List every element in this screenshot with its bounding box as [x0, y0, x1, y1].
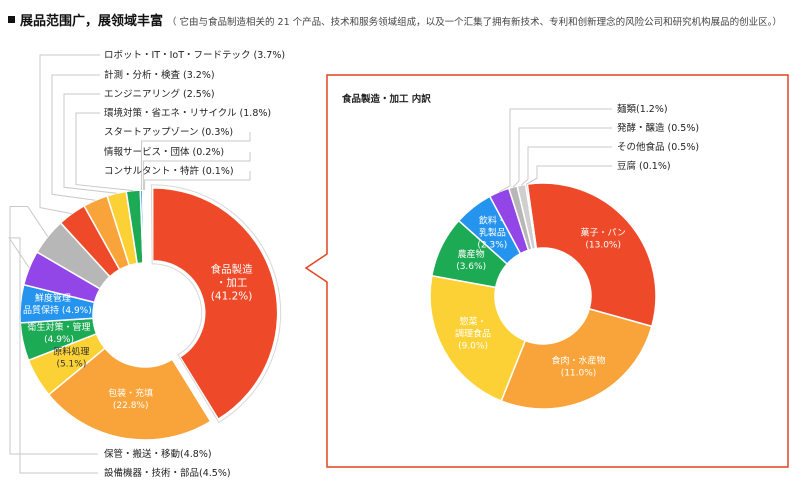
callout-line: [520, 146, 612, 186]
callout-line: [526, 165, 612, 185]
breakdown-donut-chart: 菓子・パン(13.0%) 食肉・水産物(11.0%) 惣菜・調理食品(9.0%) 農産…: [429, 182, 657, 410]
callout-label: コンサルタント・特許 (0.1%): [104, 165, 234, 177]
slice-label: 菓子・パン(13.0%): [580, 226, 625, 250]
breakdown-title: 食品製造・加工 内訳: [341, 93, 431, 105]
callout-line: [75, 112, 134, 192]
callout-label: ロボット・IT・IoT・フードテック (3.7%): [104, 50, 285, 61]
callout-line: [512, 127, 612, 188]
main-donut-chart: 食品製造・加工(41.2%) 包装・充填(22.8%) 原料処理(5.1%)衛生対策…: [19, 184, 282, 441]
slice-label: 惣菜・調理食品(9.0%): [455, 316, 491, 352]
callout-label: 発酵・醸造 (0.5%): [617, 122, 699, 134]
callout-line: [51, 74, 100, 201]
callout-label: 豆腐 (0.1%): [617, 160, 671, 172]
callout-label: その他食品 (0.5%): [617, 141, 699, 153]
page-title: 展品范围广，展领域丰富: [20, 14, 164, 29]
callout-label: スタートアップゾーン (0.3%): [104, 127, 233, 138]
callout-line: [144, 171, 251, 190]
callout-line: [39, 54, 100, 215]
callout-line: [498, 108, 612, 193]
donut-slice: [47, 347, 212, 441]
donut-slice: [151, 187, 279, 421]
donut-slice: [524, 183, 538, 250]
slice-label: 食肉・水産物(11.0%): [551, 355, 605, 379]
slice-label: 包装・充填(22.8%): [108, 387, 153, 411]
slice-label: 衛生対策・管理(4.9%): [28, 321, 91, 345]
slice-highlight: [150, 184, 282, 424]
callout-label: 情報サービス・団体 (0.2%): [104, 146, 224, 158]
slice-label: 食品製造・加工(41.2%): [211, 262, 253, 302]
callout-line: [9, 206, 98, 455]
title-bullet: [8, 16, 15, 23]
donut-slice: [526, 182, 657, 328]
slice-label: 農産物(3.6%): [456, 248, 486, 272]
donut-slice: [429, 274, 527, 402]
callout-line: [63, 93, 117, 194]
callout-label: 保管・搬送・移動(4.8%): [104, 448, 212, 460]
callout-line: [8, 237, 98, 474]
page-header: 展品范围广，展领域丰富（ 它由与食品制造相关的 21 个产品、技术和服务领域组成…: [8, 10, 782, 29]
donut-slice: [500, 307, 653, 410]
slice-label: 鮮度管理・品質保持 (4.9%): [23, 292, 92, 316]
page-subtitle: （ 它由与食品制造相关的 21 个产品、技术和服务领域组成，以及一个汇集了拥有新…: [167, 17, 782, 28]
breakdown-panel-border: [304, 74, 789, 468]
callout-label: 設備機器・技術・部品(4.5%): [104, 467, 231, 479]
main-donut-callouts: ロボット・IT・IoT・フードテック (3.7%) 計測・分析・検査 (3.2%)…: [8, 50, 285, 479]
callout-label: エンジニアリング (2.5%): [104, 88, 215, 100]
slice-label: 飲料・乳製品(2.3%): [477, 215, 507, 251]
callout-label: 環境対策・省エネ・リサイクル (1.8%): [104, 107, 271, 119]
callout-label: 麺類(1.2%): [617, 103, 668, 115]
breakdown-panel: 食品製造・加工 内訳: [304, 74, 789, 468]
callout-line: [142, 152, 251, 190]
donut-slice: [143, 189, 146, 264]
callout-line: [141, 132, 251, 190]
slice-label: 原料処理(5.1%): [53, 346, 89, 370]
callout-label: 計測・分析・検査 (3.2%): [104, 69, 215, 81]
breakdown-donut-callouts: 麺類(1.2%) 発酵・醸造 (0.5%) その他食品 (0.5%) 豆腐 (0.1%…: [498, 103, 699, 193]
